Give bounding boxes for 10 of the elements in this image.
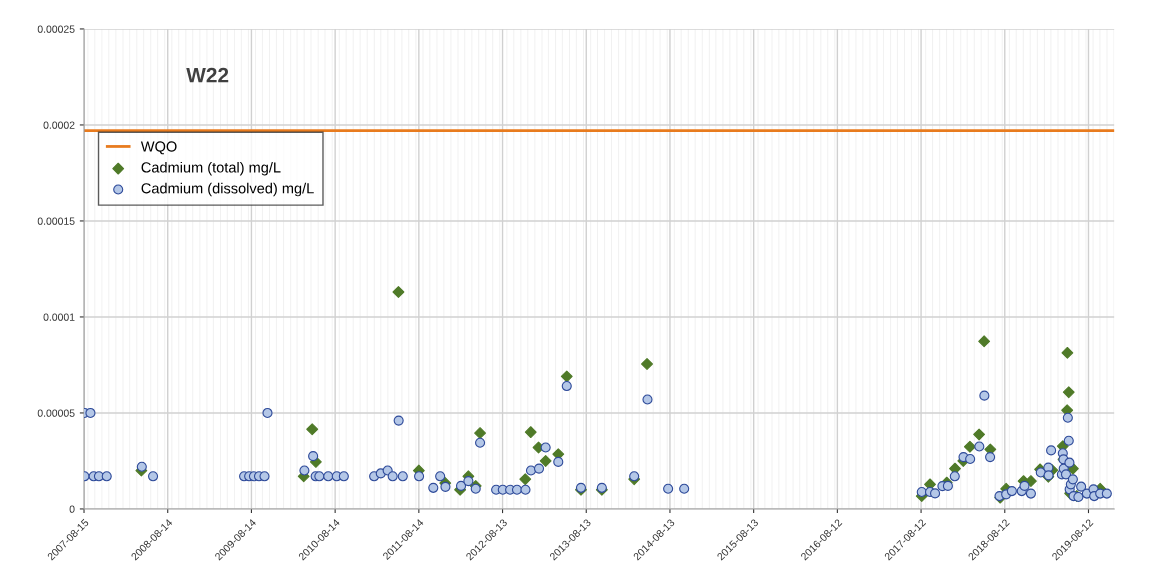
- legend-label: Cadmium (total) mg/L: [141, 161, 281, 176]
- text: W22: [186, 67, 229, 83]
- y-tick-label: 0.00005: [37, 409, 75, 417]
- y-tick-label: 0: [69, 505, 75, 513]
- y-tick-label: 0.0002: [43, 121, 75, 129]
- y-tick-label: 0.0001: [43, 313, 75, 321]
- y-tick-label: 0.00015: [37, 217, 75, 225]
- legend-label: WQO: [140, 141, 177, 155]
- y-tick-label: 0.00025: [37, 25, 75, 33]
- legend-label: Cadmium (dissolved) mg/L: [141, 182, 314, 197]
